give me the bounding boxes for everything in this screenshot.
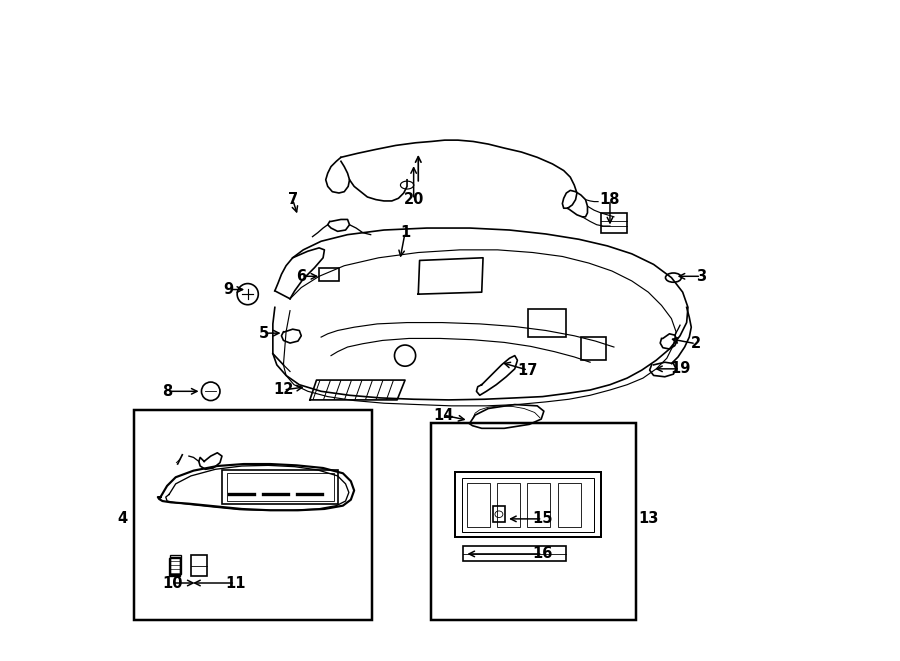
Text: 1: 1: [400, 225, 410, 240]
Text: 15: 15: [532, 512, 553, 526]
Text: 14: 14: [433, 408, 454, 422]
Bar: [320, 268, 339, 281]
Bar: [169, 558, 180, 576]
Bar: [222, 470, 338, 504]
Bar: [528, 309, 566, 337]
Bar: [170, 555, 181, 574]
Text: 18: 18: [599, 192, 620, 207]
Text: 8: 8: [162, 384, 172, 399]
Bar: [431, 423, 636, 620]
Bar: [462, 478, 594, 532]
Bar: [227, 473, 334, 501]
Bar: [134, 410, 372, 620]
Bar: [558, 483, 580, 527]
Text: 10: 10: [162, 576, 183, 590]
Text: 16: 16: [533, 547, 553, 561]
Bar: [191, 555, 207, 576]
Text: 4: 4: [118, 512, 128, 526]
Bar: [464, 546, 566, 561]
Text: 13: 13: [638, 512, 659, 526]
Text: 12: 12: [274, 383, 293, 397]
Text: 6: 6: [296, 269, 306, 284]
Bar: [466, 483, 490, 527]
Bar: [455, 472, 600, 537]
Text: 7: 7: [288, 192, 298, 207]
Text: 11: 11: [225, 576, 246, 590]
Text: 20: 20: [403, 192, 424, 207]
Text: 5: 5: [258, 326, 269, 340]
Text: 3: 3: [696, 269, 706, 284]
Text: 17: 17: [518, 363, 538, 377]
Bar: [600, 213, 627, 233]
Text: 2: 2: [691, 336, 701, 351]
Bar: [493, 506, 505, 522]
Bar: [527, 483, 551, 527]
Bar: [497, 483, 520, 527]
Bar: [170, 557, 180, 575]
Bar: [580, 337, 606, 360]
Text: 19: 19: [670, 362, 690, 376]
Text: 9: 9: [223, 282, 234, 297]
